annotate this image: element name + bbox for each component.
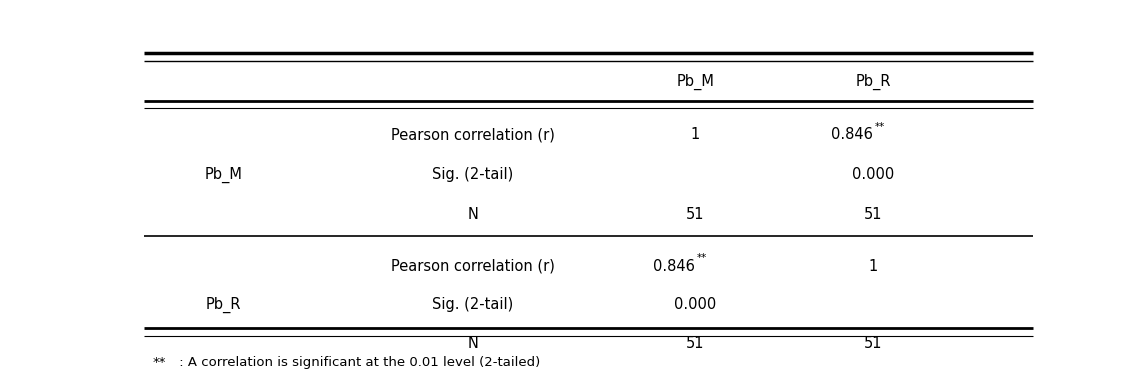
Text: Sig. (2-tail): Sig. (2-tail) bbox=[432, 167, 513, 182]
Text: Pearson correlation (r): Pearson correlation (r) bbox=[390, 127, 554, 142]
Text: 51: 51 bbox=[863, 207, 883, 222]
Text: 0.846: 0.846 bbox=[653, 259, 696, 274]
Text: Pb_M: Pb_M bbox=[676, 73, 714, 89]
Text: 51: 51 bbox=[863, 336, 883, 351]
Text: 51: 51 bbox=[685, 207, 705, 222]
Text: : A correlation is significant at the 0.01 level (2-tailed): : A correlation is significant at the 0.… bbox=[174, 356, 540, 369]
Text: 1: 1 bbox=[868, 259, 878, 274]
Text: **: ** bbox=[697, 253, 707, 263]
Text: Pb_R: Pb_R bbox=[855, 73, 891, 89]
Text: **: ** bbox=[153, 356, 166, 369]
Text: **: ** bbox=[875, 121, 885, 131]
Text: N: N bbox=[467, 207, 478, 222]
Text: Pb_R: Pb_R bbox=[205, 297, 241, 313]
Text: 0.000: 0.000 bbox=[674, 297, 716, 312]
Text: 51: 51 bbox=[685, 336, 705, 351]
Text: 1: 1 bbox=[690, 127, 700, 142]
Text: Sig. (2-tail): Sig. (2-tail) bbox=[432, 297, 513, 312]
Text: Pearson correlation (r): Pearson correlation (r) bbox=[390, 259, 554, 274]
Text: N: N bbox=[467, 336, 478, 351]
Text: 0.000: 0.000 bbox=[852, 167, 894, 182]
Text: 0.846: 0.846 bbox=[831, 127, 872, 142]
Text: Pb_M: Pb_M bbox=[204, 167, 242, 183]
